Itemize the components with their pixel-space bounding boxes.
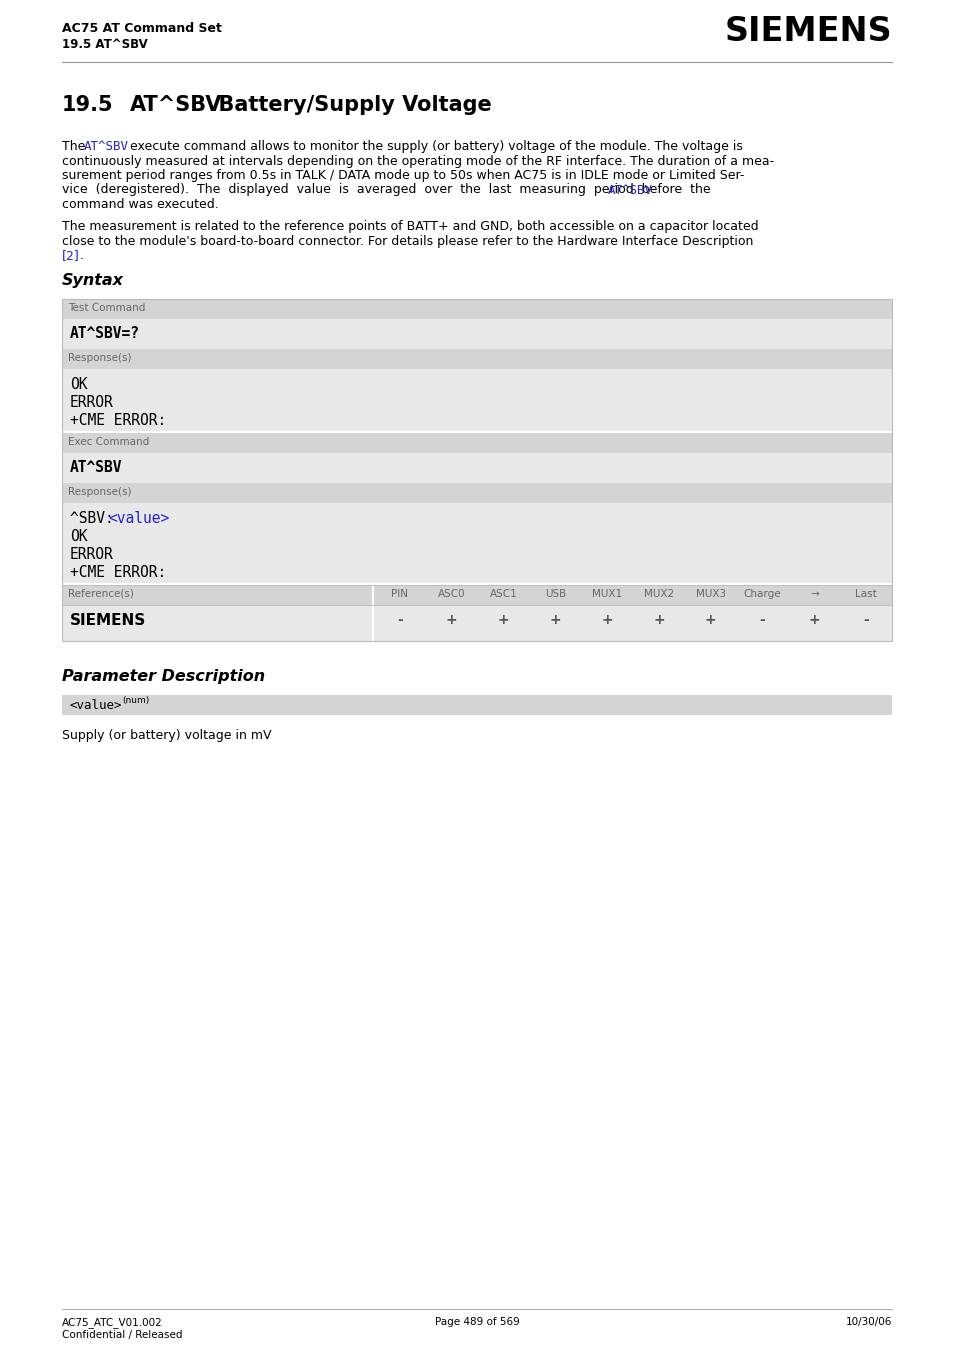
- Text: Last: Last: [854, 589, 876, 598]
- Text: MUX2: MUX2: [643, 589, 673, 598]
- Text: <value>: <value>: [108, 511, 170, 526]
- Text: The measurement is related to the reference points of BATT+ and GND, both access: The measurement is related to the refere…: [62, 220, 758, 232]
- Text: Charge: Charge: [743, 589, 781, 598]
- Text: AC75_ATC_V01.002: AC75_ATC_V01.002: [62, 1317, 163, 1328]
- Bar: [374, 605, 891, 640]
- Text: AT^SBV: AT^SBV: [607, 184, 652, 196]
- Text: -: -: [759, 613, 764, 627]
- Text: -: -: [396, 613, 402, 627]
- Bar: [62, 484, 891, 503]
- Text: Supply (or battery) voltage in mV: Supply (or battery) voltage in mV: [62, 730, 272, 742]
- Bar: [62, 299, 891, 640]
- Bar: [62, 434, 891, 453]
- Text: SIEMENS: SIEMENS: [723, 15, 891, 49]
- Bar: [62, 369, 891, 431]
- Text: 19.5 AT^SBV: 19.5 AT^SBV: [62, 38, 148, 51]
- Text: Page 489 of 569: Page 489 of 569: [435, 1317, 518, 1327]
- Text: -: -: [862, 613, 868, 627]
- Text: →: →: [809, 589, 818, 598]
- Text: +: +: [704, 613, 716, 627]
- Text: <value>: <value>: [70, 698, 122, 712]
- Bar: [62, 503, 891, 584]
- Text: 10/30/06: 10/30/06: [844, 1317, 891, 1327]
- Text: OK: OK: [70, 377, 88, 392]
- Bar: [374, 585, 891, 605]
- Text: close to the module's board-to-board connector. For details please refer to the : close to the module's board-to-board con…: [62, 235, 753, 247]
- Bar: [62, 319, 891, 349]
- Text: MUX3: MUX3: [695, 589, 725, 598]
- Text: OK: OK: [70, 530, 88, 544]
- Text: command was executed.: command was executed.: [62, 199, 218, 211]
- Text: surement period ranges from 0.5s in TALK / DATA mode up to 50s when AC75 is in I: surement period ranges from 0.5s in TALK…: [62, 169, 743, 182]
- Text: The: The: [62, 141, 90, 153]
- Text: SIEMENS: SIEMENS: [70, 613, 146, 628]
- Text: (num): (num): [122, 696, 149, 705]
- Text: Parameter Description: Parameter Description: [62, 669, 265, 684]
- Text: ^SBV:: ^SBV:: [70, 511, 122, 526]
- Text: continuously measured at intervals depending on the operating mode of the RF int: continuously measured at intervals depen…: [62, 154, 773, 168]
- Text: AT^SBV: AT^SBV: [70, 459, 122, 476]
- Bar: [62, 349, 891, 369]
- Text: PIN: PIN: [391, 589, 408, 598]
- Text: AT^SBV=?: AT^SBV=?: [70, 326, 140, 340]
- Text: Exec Command: Exec Command: [68, 436, 149, 447]
- Text: execute command allows to monitor the supply (or battery) voltage of the module.: execute command allows to monitor the su…: [126, 141, 742, 153]
- Text: [2]: [2]: [62, 249, 80, 262]
- Text: ERROR: ERROR: [70, 394, 113, 409]
- Text: vice  (deregistered).  The  displayed  value  is  averaged  over  the  last  mea: vice (deregistered). The displayed value…: [62, 184, 714, 196]
- Text: Syntax: Syntax: [62, 273, 124, 288]
- Text: 19.5: 19.5: [62, 95, 113, 115]
- Text: .: .: [80, 249, 84, 262]
- Text: AT^SBV: AT^SBV: [130, 95, 222, 115]
- Text: AT^SBV: AT^SBV: [84, 141, 129, 153]
- Text: Test Command: Test Command: [68, 303, 145, 313]
- Text: +: +: [807, 613, 820, 627]
- Text: Response(s): Response(s): [68, 486, 132, 497]
- Text: Confidential / Released: Confidential / Released: [62, 1329, 182, 1340]
- Text: AC75 AT Command Set: AC75 AT Command Set: [62, 22, 222, 35]
- Text: ASC0: ASC0: [437, 589, 465, 598]
- Bar: [62, 585, 372, 605]
- Text: ASC1: ASC1: [489, 589, 517, 598]
- Text: Response(s): Response(s): [68, 353, 132, 363]
- Text: Reference(s): Reference(s): [68, 589, 133, 598]
- Text: MUX1: MUX1: [592, 589, 621, 598]
- Text: +: +: [600, 613, 612, 627]
- Bar: [62, 605, 372, 640]
- Text: Battery/Supply Voltage: Battery/Supply Voltage: [204, 95, 491, 115]
- Text: +CME ERROR:: +CME ERROR:: [70, 413, 166, 428]
- Bar: [62, 299, 891, 319]
- Text: +: +: [549, 613, 560, 627]
- Text: ERROR: ERROR: [70, 547, 113, 562]
- Text: +: +: [653, 613, 664, 627]
- Text: +: +: [445, 613, 457, 627]
- Text: +: +: [497, 613, 509, 627]
- Text: USB: USB: [544, 589, 565, 598]
- Bar: [62, 694, 891, 715]
- Text: +CME ERROR:: +CME ERROR:: [70, 565, 166, 580]
- Bar: [62, 453, 891, 484]
